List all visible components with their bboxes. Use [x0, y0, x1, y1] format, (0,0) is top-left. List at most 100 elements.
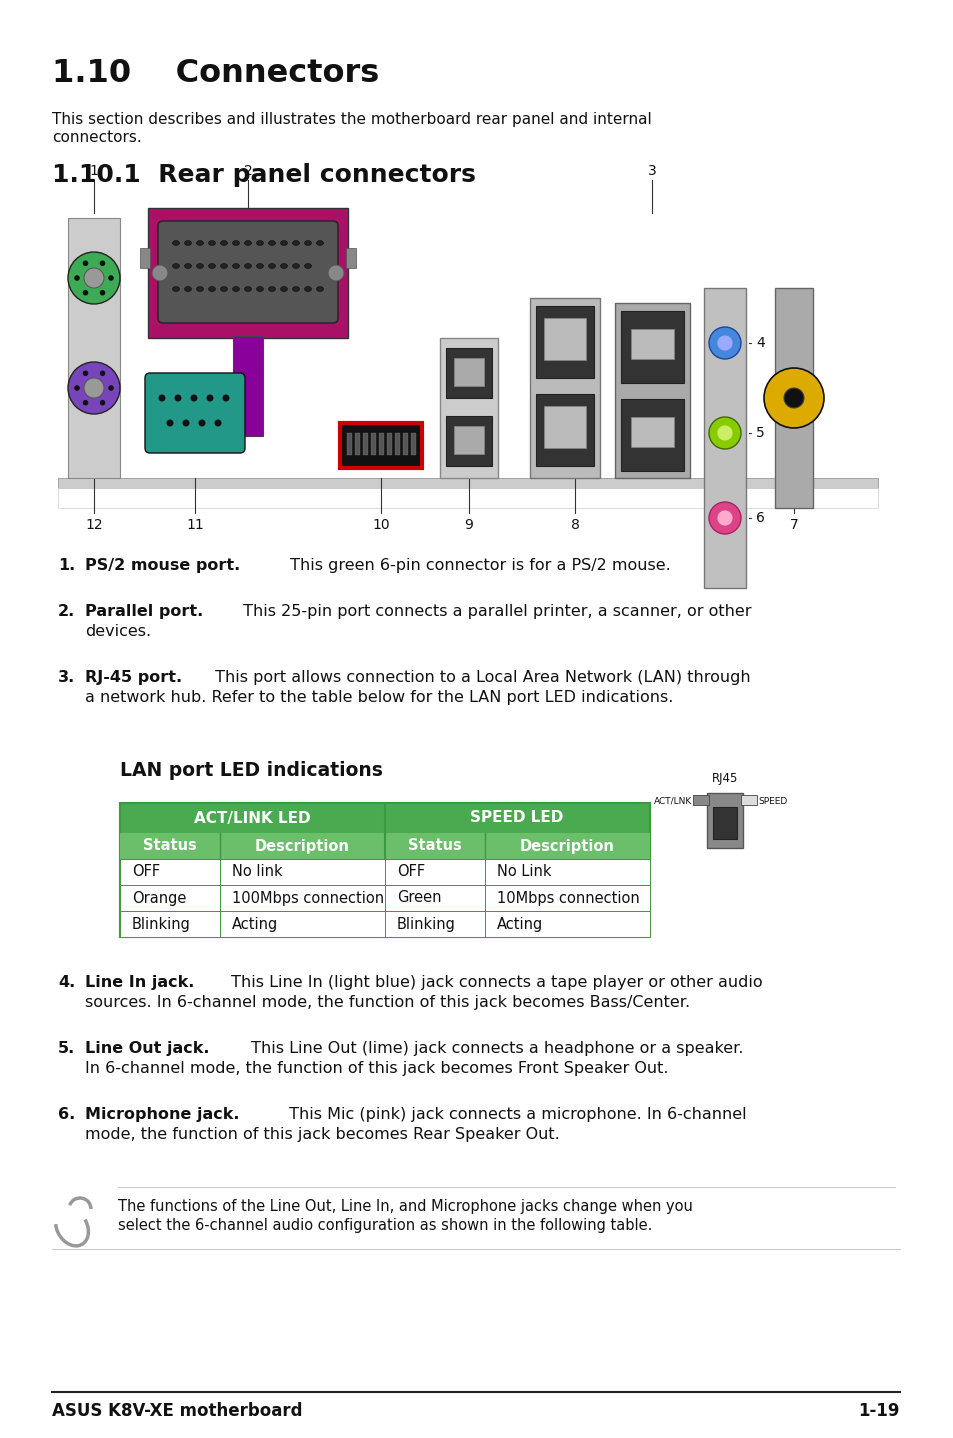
Circle shape	[108, 385, 113, 391]
Text: 6.: 6.	[58, 1107, 75, 1122]
Text: 3.: 3.	[58, 670, 75, 684]
Text: 7: 7	[789, 518, 798, 532]
Circle shape	[191, 394, 197, 401]
Text: This Line Out (lime) jack connects a headphone or a speaker.: This Line Out (lime) jack connects a hea…	[245, 1041, 742, 1055]
Bar	[402, 433, 408, 454]
Bar	[536, 394, 594, 466]
Circle shape	[717, 510, 732, 526]
Ellipse shape	[244, 240, 252, 246]
Text: Description: Description	[519, 838, 614, 854]
Text: 2: 2	[243, 164, 253, 178]
Ellipse shape	[280, 263, 287, 269]
Text: 10Mbps connection: 10Mbps connection	[497, 890, 639, 906]
Ellipse shape	[256, 286, 263, 292]
Text: 100Mbps connection: 100Mbps connection	[232, 890, 384, 906]
Bar	[703, 288, 745, 588]
Text: This 25-pin port connects a parallel printer, a scanner, or other: This 25-pin port connects a parallel pri…	[237, 604, 750, 618]
Ellipse shape	[172, 286, 179, 292]
Text: 9: 9	[464, 518, 473, 532]
Ellipse shape	[196, 286, 203, 292]
Text: devices.: devices.	[85, 624, 151, 638]
Text: 8: 8	[570, 518, 578, 532]
Text: This Mic (pink) jack connects a microphone. In 6-channel: This Mic (pink) jack connects a micropho…	[284, 1107, 746, 1122]
Bar	[774, 288, 812, 508]
Bar	[411, 433, 416, 454]
Text: Green: Green	[396, 890, 441, 906]
Ellipse shape	[172, 240, 179, 246]
Circle shape	[74, 275, 80, 280]
Bar	[536, 306, 594, 378]
Bar	[543, 406, 585, 449]
Circle shape	[84, 378, 104, 398]
Ellipse shape	[293, 263, 299, 269]
Text: 4: 4	[755, 336, 764, 349]
Text: 1.10    Connectors: 1.10 Connectors	[52, 58, 379, 89]
Ellipse shape	[196, 240, 203, 246]
Bar	[140, 247, 150, 267]
Text: Status: Status	[408, 838, 461, 854]
Ellipse shape	[316, 240, 323, 246]
Circle shape	[328, 265, 344, 280]
Circle shape	[83, 400, 89, 406]
Text: This port allows connection to a Local Area Network (LAN) through: This port allows connection to a Local A…	[210, 670, 750, 684]
Bar	[120, 858, 649, 884]
Ellipse shape	[268, 286, 275, 292]
Ellipse shape	[316, 286, 323, 292]
Bar	[615, 303, 689, 477]
Text: sources. In 6-channel mode, the function of this jack becomes Bass/Center.: sources. In 6-channel mode, the function…	[85, 995, 689, 1009]
Circle shape	[167, 420, 173, 427]
Text: a network hub. Refer to the table below for the LAN port LED indications.: a network hub. Refer to the table below …	[85, 690, 673, 705]
Text: 1-19: 1-19	[858, 1402, 899, 1419]
Text: Status: Status	[143, 838, 196, 854]
Text: The functions of the Line Out, Line In, and Microphone jacks change when you: The functions of the Line Out, Line In, …	[118, 1199, 692, 1214]
Bar	[620, 311, 683, 383]
Text: 2.: 2.	[58, 604, 75, 618]
Circle shape	[84, 267, 104, 288]
Ellipse shape	[280, 286, 287, 292]
Text: ACT/LINK LED: ACT/LINK LED	[193, 811, 310, 825]
Bar	[395, 433, 399, 454]
Ellipse shape	[244, 263, 252, 269]
Ellipse shape	[293, 286, 299, 292]
Bar	[446, 348, 492, 398]
Bar	[148, 209, 348, 338]
Ellipse shape	[220, 240, 227, 246]
Ellipse shape	[280, 240, 287, 246]
Circle shape	[763, 368, 823, 429]
Bar	[620, 398, 683, 472]
Circle shape	[206, 394, 213, 401]
Circle shape	[100, 371, 105, 377]
Bar	[454, 358, 483, 385]
Ellipse shape	[268, 240, 275, 246]
Circle shape	[100, 260, 105, 266]
Bar	[439, 338, 497, 477]
Text: 10: 10	[372, 518, 390, 532]
Ellipse shape	[196, 263, 203, 269]
Bar	[446, 416, 492, 466]
Text: RJ-45 port.: RJ-45 port.	[85, 670, 182, 684]
Bar	[120, 912, 649, 938]
Circle shape	[100, 400, 105, 406]
Text: connectors.: connectors.	[52, 129, 142, 145]
Ellipse shape	[293, 240, 299, 246]
Circle shape	[83, 290, 89, 296]
Bar	[387, 433, 392, 454]
Text: Line Out jack.: Line Out jack.	[85, 1041, 210, 1055]
Bar	[120, 833, 649, 858]
Ellipse shape	[184, 263, 192, 269]
Text: No Link: No Link	[497, 864, 551, 880]
Bar	[58, 477, 877, 487]
Bar	[68, 219, 120, 477]
Text: This section describes and illustrates the motherboard rear panel and internal: This section describes and illustrates t…	[52, 112, 651, 127]
Bar	[58, 487, 877, 508]
Ellipse shape	[220, 286, 227, 292]
Circle shape	[68, 252, 120, 303]
Text: 4.: 4.	[58, 975, 75, 989]
Bar	[543, 318, 585, 360]
Ellipse shape	[209, 240, 215, 246]
Ellipse shape	[256, 240, 263, 246]
Bar	[363, 433, 368, 454]
Circle shape	[708, 417, 740, 449]
Circle shape	[108, 275, 113, 280]
Circle shape	[717, 426, 732, 441]
